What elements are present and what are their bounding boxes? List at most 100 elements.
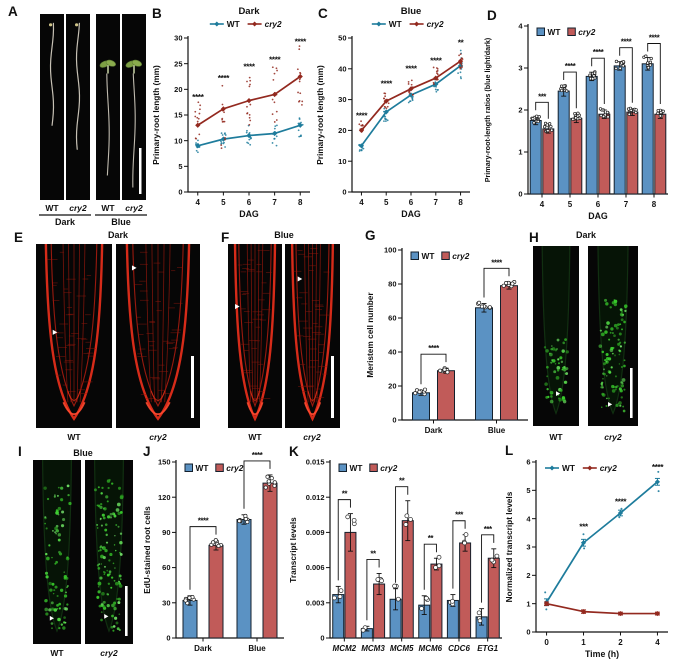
- svg-text:**: **: [342, 490, 349, 499]
- svg-text:Dark: Dark: [425, 426, 443, 435]
- svg-text:Time (h): Time (h): [585, 649, 619, 659]
- panel-label-l: L: [505, 443, 514, 458]
- panel-label-a: A: [8, 4, 18, 19]
- svg-text:**: **: [370, 549, 377, 558]
- svg-text:***: ***: [579, 521, 589, 531]
- svg-text:***: ***: [484, 525, 493, 534]
- svg-text:WT: WT: [548, 27, 561, 37]
- svg-text:****: ****: [218, 73, 230, 83]
- svg-text:**: **: [399, 477, 406, 486]
- svg-text:****: ****: [430, 55, 442, 65]
- svg-text:WT: WT: [45, 203, 59, 213]
- svg-text:Blue: Blue: [248, 644, 266, 653]
- svg-text:WT: WT: [562, 463, 575, 473]
- svg-text:****: ****: [491, 258, 503, 267]
- svg-text:60: 60: [388, 314, 396, 323]
- svg-text:****: ****: [593, 48, 605, 57]
- svg-text:4: 4: [540, 200, 545, 209]
- svg-text:8: 8: [652, 200, 657, 209]
- svg-text:MCM2: MCM2: [333, 644, 357, 653]
- svg-text:Dark: Dark: [108, 230, 129, 240]
- svg-text:8: 8: [458, 198, 463, 207]
- svg-text:WT: WT: [389, 19, 402, 29]
- panel-label-k: K: [289, 444, 299, 459]
- svg-text:****: ****: [356, 111, 368, 121]
- svg-text:**: **: [428, 534, 435, 543]
- svg-text:****: ****: [381, 79, 393, 89]
- svg-text:***: ***: [538, 92, 547, 101]
- svg-text:cry2: cry2: [149, 432, 167, 442]
- svg-text:WT: WT: [101, 203, 115, 213]
- svg-text:8: 8: [298, 198, 303, 207]
- panel-f-confocal-blue: Blue WT cry2: [228, 230, 340, 442]
- svg-text:5: 5: [178, 162, 182, 171]
- svg-text:****: ****: [252, 451, 264, 460]
- svg-text:cry2: cry2: [600, 463, 617, 473]
- svg-text:WT: WT: [549, 432, 563, 442]
- svg-text:5: 5: [526, 486, 530, 495]
- svg-text:WT: WT: [350, 463, 363, 473]
- svg-text:0: 0: [166, 634, 170, 643]
- svg-text:0.015: 0.015: [306, 458, 325, 467]
- svg-text:2: 2: [618, 638, 623, 647]
- svg-text:cry2: cry2: [578, 27, 595, 37]
- svg-text:Primary-root length (mm): Primary-root length (mm): [151, 65, 161, 165]
- svg-text:4: 4: [526, 514, 531, 523]
- svg-text:40: 40: [388, 348, 396, 357]
- svg-text:0: 0: [178, 188, 182, 197]
- svg-text:****: ****: [652, 462, 664, 472]
- svg-text:0: 0: [544, 638, 549, 647]
- svg-text:0.006: 0.006: [306, 563, 325, 572]
- svg-text:4: 4: [655, 638, 660, 647]
- svg-text:****: ****: [428, 344, 440, 353]
- svg-text:****: ****: [198, 517, 210, 526]
- svg-text:60: 60: [162, 563, 170, 572]
- panel-label-d: D: [487, 8, 497, 23]
- svg-text:Primary-root length (mm): Primary-root length (mm): [315, 65, 325, 165]
- svg-text:cry2: cry2: [604, 432, 622, 442]
- panel-label-e: E: [14, 230, 24, 245]
- svg-text:3: 3: [518, 64, 522, 73]
- svg-text:80: 80: [388, 280, 396, 289]
- svg-text:Normalized transcript levels: Normalized transcript levels: [504, 491, 514, 602]
- svg-text:WT: WT: [422, 251, 435, 261]
- svg-text:0: 0: [526, 628, 530, 637]
- svg-text:5: 5: [221, 198, 226, 207]
- svg-text:20: 20: [388, 382, 396, 391]
- chart-c-root-length-blue: 0 10 20 30 40 50 Primary-root length (mm) Blue 4…: [315, 6, 470, 219]
- svg-text:****: ****: [295, 37, 307, 47]
- svg-text:0.012: 0.012: [306, 493, 325, 502]
- svg-text:Dark: Dark: [576, 230, 597, 240]
- svg-text:WT: WT: [196, 463, 209, 473]
- svg-text:10: 10: [338, 157, 346, 166]
- svg-text:Blue: Blue: [73, 448, 93, 458]
- panel-label-i: I: [18, 444, 22, 459]
- panel-label-h: H: [529, 230, 539, 245]
- svg-text:4: 4: [359, 198, 364, 207]
- svg-text:Meristem cell number: Meristem cell number: [365, 292, 375, 378]
- svg-text:20: 20: [338, 126, 346, 135]
- panel-label-f: F: [221, 230, 230, 245]
- svg-text:Blue: Blue: [274, 230, 294, 240]
- svg-text:CDC6: CDC6: [448, 644, 470, 653]
- svg-text:Transcript levels: Transcript levels: [288, 517, 298, 583]
- panel-i-edu-blue: Blue WT cry2: [33, 448, 133, 658]
- svg-text:5: 5: [384, 198, 389, 207]
- chart-d-root-length-ratios: 0 1 2 3 4 Primary-root-length ratios (blue li…: [483, 22, 668, 221]
- svg-text:cry2: cry2: [125, 203, 143, 213]
- svg-text:****: ****: [405, 63, 417, 73]
- chart-j-edu-stained-cells: 0 30 60 90 120 150 EdU-stained root cells Dark B…: [142, 451, 284, 653]
- svg-text:Dark: Dark: [238, 6, 260, 17]
- svg-text:0: 0: [342, 188, 346, 197]
- svg-text:WT: WT: [67, 432, 81, 442]
- svg-text:30: 30: [162, 598, 170, 607]
- svg-text:DAG: DAG: [588, 211, 608, 221]
- svg-text:90: 90: [162, 528, 170, 537]
- panel-label-g: G: [365, 228, 376, 243]
- svg-text:Blue: Blue: [401, 6, 422, 17]
- svg-text:****: ****: [243, 61, 255, 71]
- svg-text:10: 10: [174, 136, 182, 145]
- panel-label-c: C: [318, 6, 328, 21]
- svg-text:3: 3: [526, 543, 530, 552]
